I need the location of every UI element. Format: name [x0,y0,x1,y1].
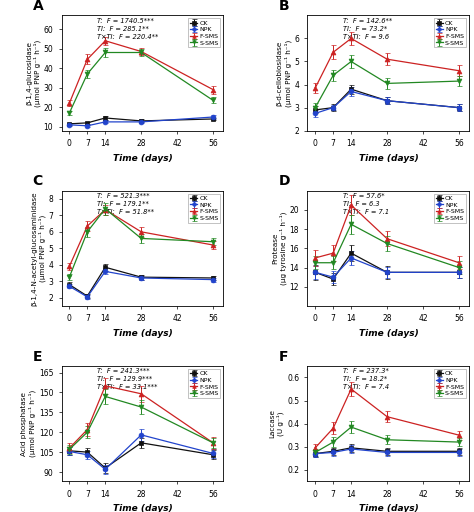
Legend: CK, NPK, F-SMS, S-SMS: CK, NPK, F-SMS, S-SMS [434,194,466,223]
Legend: CK, NPK, F-SMS, S-SMS: CK, NPK, F-SMS, S-SMS [434,18,466,48]
X-axis label: Time (days): Time (days) [113,504,173,512]
Text: F: F [278,350,288,364]
Legend: CK, NPK, F-SMS, S-SMS: CK, NPK, F-SMS, S-SMS [188,194,220,223]
X-axis label: Time (days): Time (days) [358,329,418,338]
Text: T:  F = 1740.5***
TI:  F = 285.1**
T×TI:  F = 220.4**: T: F = 1740.5*** TI: F = 285.1** T×TI: F… [97,18,159,39]
Y-axis label: Acid phosphatase
(μmol PNP g⁻¹ h⁻¹): Acid phosphatase (μmol PNP g⁻¹ h⁻¹) [21,390,36,457]
X-axis label: Time (days): Time (days) [358,154,418,163]
Text: C: C [33,175,43,188]
Text: B: B [278,0,289,13]
Text: T:  F = 57.6*
TI:  F = 6.3
T×TI:  F = 7.1: T: F = 57.6* TI: F = 6.3 T×TI: F = 7.1 [343,193,389,215]
Y-axis label: β-1,4-glucosidase
(μmol PNP g⁻¹ h⁻¹): β-1,4-glucosidase (μmol PNP g⁻¹ h⁻¹) [26,39,41,106]
Text: T:  F = 241.3***
TI:  F = 129.9***
T×TI:  F = 33.1***: T: F = 241.3*** TI: F = 129.9*** T×TI: F… [97,368,158,390]
Text: A: A [33,0,43,13]
X-axis label: Time (days): Time (days) [113,329,173,338]
Text: D: D [278,175,290,188]
Y-axis label: Protease
(μg tyrosine g⁻¹ h⁻¹): Protease (μg tyrosine g⁻¹ h⁻¹) [272,211,287,285]
Y-axis label: β-1,4-N-acetyl-glucosaminidase
(μmol PNP g⁻¹ h⁻¹): β-1,4-N-acetyl-glucosaminidase (μmol PNP… [31,191,46,306]
Text: T:  F = 142.6**
TI:  F = 73.2*
T×TI:  F = 9.6: T: F = 142.6** TI: F = 73.2* T×TI: F = 9… [343,18,392,39]
X-axis label: Time (days): Time (days) [113,154,173,163]
Legend: CK, NPK, F-SMS, S-SMS: CK, NPK, F-SMS, S-SMS [434,369,466,398]
Legend: CK, NPK, F-SMS, S-SMS: CK, NPK, F-SMS, S-SMS [188,18,220,48]
Text: T:  F = 237.3*
TI:  F = 18.2*
T×TI:  F = 7.4: T: F = 237.3* TI: F = 18.2* T×TI: F = 7.… [343,368,389,390]
X-axis label: Time (days): Time (days) [358,504,418,512]
Y-axis label: Laccase
(U g⁻¹): Laccase (U g⁻¹) [270,409,284,438]
Text: T:  F = 521.3***
TI:  F = 179.1**
T×TI:  F = 51.8**: T: F = 521.3*** TI: F = 179.1** T×TI: F … [97,193,155,215]
Text: E: E [33,350,42,364]
Y-axis label: β-d-cellobiosidase
(μmol PNP g⁻¹ h⁻¹): β-d-cellobiosidase (μmol PNP g⁻¹ h⁻¹) [277,39,292,106]
Legend: CK, NPK, F-SMS, S-SMS: CK, NPK, F-SMS, S-SMS [188,369,220,398]
